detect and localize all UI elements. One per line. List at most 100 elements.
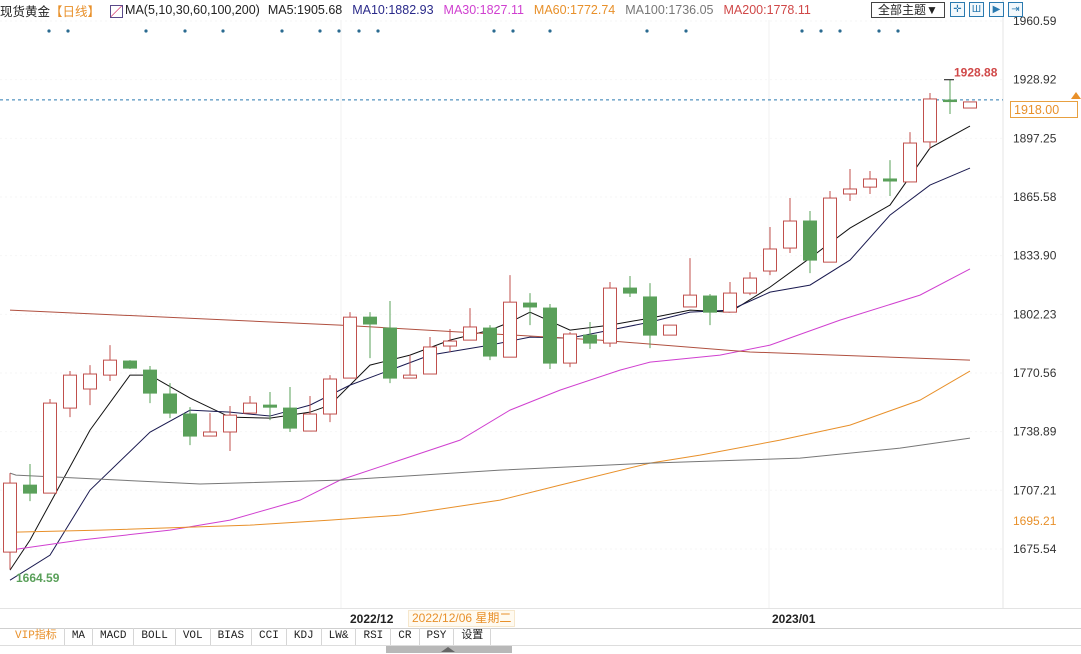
candle-up [3,482,17,553]
tab-4[interactable]: VOL [176,628,211,645]
y-tick-label: 1833.90 [1013,249,1057,263]
ma-value-0: MA5:1905.68 [267,3,343,17]
tab-10[interactable]: CR [391,628,420,645]
event-marker-dot [337,29,341,33]
candle-down [523,302,537,308]
event-marker-dot [280,29,284,33]
candle-up [423,346,437,375]
y-tick-label: 1897.25 [1013,131,1057,145]
candle-up [303,413,317,432]
candle-down [143,369,157,394]
candle-down [703,295,717,313]
tab-7[interactable]: KDJ [287,628,322,645]
candle-down [163,393,177,414]
candle-down [543,307,557,364]
candle-up [63,374,77,409]
tab-2[interactable]: MACD [93,628,135,645]
event-marker-dot [800,29,804,33]
candle-up [903,142,917,183]
candle-up [963,101,977,109]
event-marker-dot [511,29,515,33]
y-tick-label: 1675.54 [1013,542,1057,556]
candle-down [123,360,137,369]
candlestick-chart[interactable]: 1960.59 1928.92 1897.25 1865.58 1833.90 1802.… [0,0,1081,608]
crosshair-date: 2022/12/06 星期二 [408,610,516,627]
candle-up [463,326,477,341]
theme-dropdown[interactable]: 全部主题▼ [871,2,945,18]
tab-0[interactable]: VIP指标 [8,628,65,645]
ma-value-3: MA60:1772.74 [533,3,616,17]
event-marker-dot [645,29,649,33]
candle-up [763,248,777,272]
event-marker-dot [684,29,688,33]
event-marker-dot [318,29,322,33]
tab-3[interactable]: BOLL [134,628,176,645]
candle-down [283,407,297,429]
candle-down [803,220,817,261]
chart-legend: 现货黄金 【日线】 MA(5,10,30,60,100,200) MA5:190… [0,2,829,19]
tab-1[interactable]: MA [65,628,94,645]
candle-up [243,402,257,414]
candle-up [443,340,457,347]
crosshair-icon[interactable]: ✛ [950,2,965,17]
candle-down [583,334,597,344]
event-marker-dot [896,29,900,33]
x-tick-label: 2022/12 [350,612,394,626]
candle-up [663,324,677,336]
x-tick-label: 2023/01 [772,612,816,626]
candle-up [343,316,357,379]
y-tick-label: 1802.23 [1013,307,1057,321]
ma-line-ma60 [9,370,971,533]
scroll-up-arrow-icon[interactable] [441,647,455,652]
y-tick-label: 1707.21 [1013,483,1057,497]
ma-line-ma30 [9,268,971,551]
event-marker-dot [357,29,361,33]
candle-up [683,294,697,308]
candle-down [23,484,37,494]
event-marker-dot [144,29,148,33]
candle-down [483,327,497,357]
ma-value-1: MA10:1882.93 [352,3,434,17]
tab-5[interactable]: BIAS [211,628,253,645]
scroll-end-icon[interactable]: ⇥ [1008,2,1023,17]
event-marker-dot [221,29,225,33]
event-marker-dot [548,29,552,33]
tab-12[interactable]: 设置 [454,628,492,645]
low-price-label: 1664.59 [16,571,60,585]
high-price-label: 1928.88 [954,66,998,80]
candle-up [83,373,97,390]
instrument-title: 现货黄金 [0,4,51,19]
ma-value-4: MA100:1736.05 [625,3,714,17]
candle-up [823,197,837,263]
scrollbar-track[interactable] [0,645,1081,654]
ma-line-ma200 [9,309,971,361]
candle-up [223,414,237,433]
candle-down [363,316,377,325]
play-icon[interactable]: ▶ [989,2,1004,17]
y-tick-label: 1738.89 [1013,425,1057,439]
event-marker-dot [47,29,51,33]
ma-line-ma100 [9,437,971,485]
y-tick-label: 1960.59 [1013,14,1057,28]
zoom-in-icon[interactable]: Ш [969,2,984,17]
tab-11[interactable]: PSY [420,628,455,645]
y-tick-label: 1770.56 [1013,366,1057,380]
indicator-icon[interactable] [110,4,124,18]
candle-up [563,333,577,364]
event-marker-dot [183,29,187,33]
candle-up [863,178,877,188]
tab-6[interactable]: CCI [252,628,287,645]
y-tick-label: 1928.92 [1013,73,1057,87]
event-marker-dot [877,29,881,33]
candle-up [43,402,57,494]
ma-value-5: MA200:1778.11 [723,3,811,17]
candle-up [323,378,337,415]
period-selector[interactable]: 【日线】 [50,4,101,19]
tab-8[interactable]: LW& [322,628,357,645]
ma60-axis-marker: 1695.21 [1013,514,1057,528]
candle-up [743,277,757,294]
tab-9[interactable]: RSI [356,628,392,645]
candle-up [603,287,617,344]
event-marker-dot [376,29,380,33]
candle-down [943,99,957,103]
